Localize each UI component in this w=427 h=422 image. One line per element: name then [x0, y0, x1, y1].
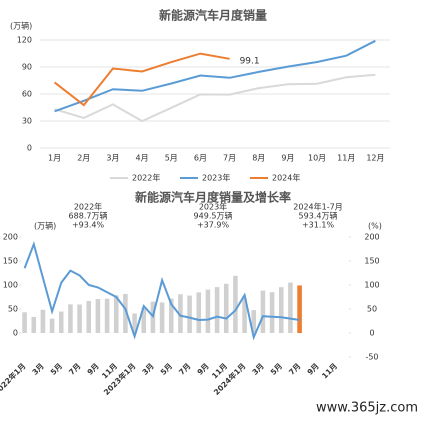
x-tick-label: 3月: [140, 361, 155, 376]
x-tick-label: 7月: [177, 361, 192, 376]
x-tick-label: 9月: [281, 154, 294, 163]
bar: [104, 298, 110, 333]
y2-tick-label: 50: [367, 305, 377, 314]
bar: [214, 287, 220, 333]
bar: [288, 282, 293, 333]
annotation: 2023年: [199, 202, 227, 212]
x-tick-label: 1月: [48, 154, 61, 163]
annotation: 2024年1-7月: [293, 202, 342, 212]
data-label: 99.1: [240, 56, 260, 66]
annotation: 949.5万辆: [194, 211, 233, 221]
y-tick-label: 50: [8, 305, 18, 314]
chart-title: 新能源汽车月度销量: [159, 8, 267, 23]
line-series: [54, 73, 376, 123]
y2-tick-label: 150: [364, 257, 379, 266]
bar: [297, 285, 302, 333]
y-tick-label: 120: [17, 36, 32, 45]
line-series: [53, 52, 230, 107]
y-tick-label: 100: [3, 281, 18, 290]
y-unit: (万辆): [10, 21, 32, 31]
legend-label: 2024年: [272, 173, 300, 183]
y-tick-label: 90: [22, 63, 32, 72]
bar: [205, 289, 211, 333]
y2-tick-label: 0: [369, 329, 374, 338]
y-tick-label: 30: [22, 117, 32, 126]
x-tick-label: 4月: [136, 154, 149, 163]
bar: [113, 295, 119, 333]
bar: [260, 290, 266, 333]
bar: [68, 304, 73, 333]
x-tick-label: 7月: [223, 154, 236, 163]
bar: [233, 275, 238, 333]
x-tick-label: 11月: [337, 154, 355, 163]
bar: [132, 313, 137, 333]
y-tick-label: 0: [13, 329, 18, 338]
bar: [196, 292, 202, 333]
y-unit: (万辆): [34, 221, 56, 231]
bar: [168, 298, 174, 333]
bar: [223, 283, 229, 333]
x-tick-label: 5月: [49, 361, 64, 376]
x-tick-label: 7月: [287, 361, 302, 376]
x-tick-label: 5月: [269, 361, 284, 376]
y-tick-label: 0: [27, 144, 32, 153]
y-tick-label: 150: [3, 257, 18, 266]
annotation: +37.9%: [197, 221, 230, 230]
annotation: 688.7万辆: [69, 211, 108, 221]
legend-label: 2022年: [132, 173, 160, 183]
y-tick-label: 60: [22, 90, 32, 99]
x-tick-label: 3月: [106, 154, 119, 163]
y-tick-label: 200: [3, 233, 18, 242]
bar: [86, 301, 92, 333]
x-tick-label: 5月: [159, 361, 174, 376]
bar: [58, 311, 64, 333]
bar: [49, 318, 55, 333]
x-tick-label: 5月: [165, 154, 178, 163]
bar: [95, 299, 101, 333]
annotation: +93.4%: [72, 221, 105, 230]
x-tick-label: 7月: [67, 361, 82, 376]
line-series: [54, 39, 376, 113]
x-tick-label: 9月: [305, 361, 320, 376]
bar: [278, 287, 284, 333]
bar: [31, 316, 37, 333]
x-tick-label: 11月: [320, 361, 339, 380]
bar: [159, 302, 165, 333]
x-tick-label: 12月: [366, 154, 384, 163]
x-tick-label: 2022年1月: [0, 361, 27, 397]
x-tick-label: 9月: [195, 361, 210, 376]
x-tick-label: 2月: [77, 154, 90, 163]
x-tick-label: 3月: [30, 361, 45, 376]
bar: [77, 304, 82, 333]
x-tick-label: 8月: [252, 154, 265, 163]
bar: [269, 292, 275, 333]
annotation: 593.4万辆: [299, 211, 338, 221]
bar: [141, 307, 147, 333]
bar: [187, 295, 192, 333]
bar: [22, 312, 27, 333]
x-tick-label: 3月: [250, 361, 265, 376]
y2-unit: (%): [368, 222, 382, 231]
bar: [178, 294, 183, 333]
bar: [40, 309, 46, 333]
x-tick-label: 9月: [85, 361, 100, 376]
bar: [242, 298, 247, 333]
bar: [123, 293, 128, 333]
x-tick-label: 6月: [194, 154, 207, 163]
y2-tick-label: 200: [364, 233, 379, 242]
y2-tick-label: 100: [364, 281, 379, 290]
legend-label: 2023年: [202, 173, 230, 183]
footer: www.365jz.com: [316, 401, 418, 416]
chart-title: 新能源汽车月度销量及增长率: [135, 190, 291, 205]
annotation: 2022年: [74, 202, 102, 212]
y2-tick-label: -50: [365, 353, 378, 362]
line-series: [23, 240, 300, 341]
annotation: +31.1%: [302, 221, 335, 230]
x-tick-label: 10月: [308, 154, 326, 163]
bar: [251, 310, 257, 333]
